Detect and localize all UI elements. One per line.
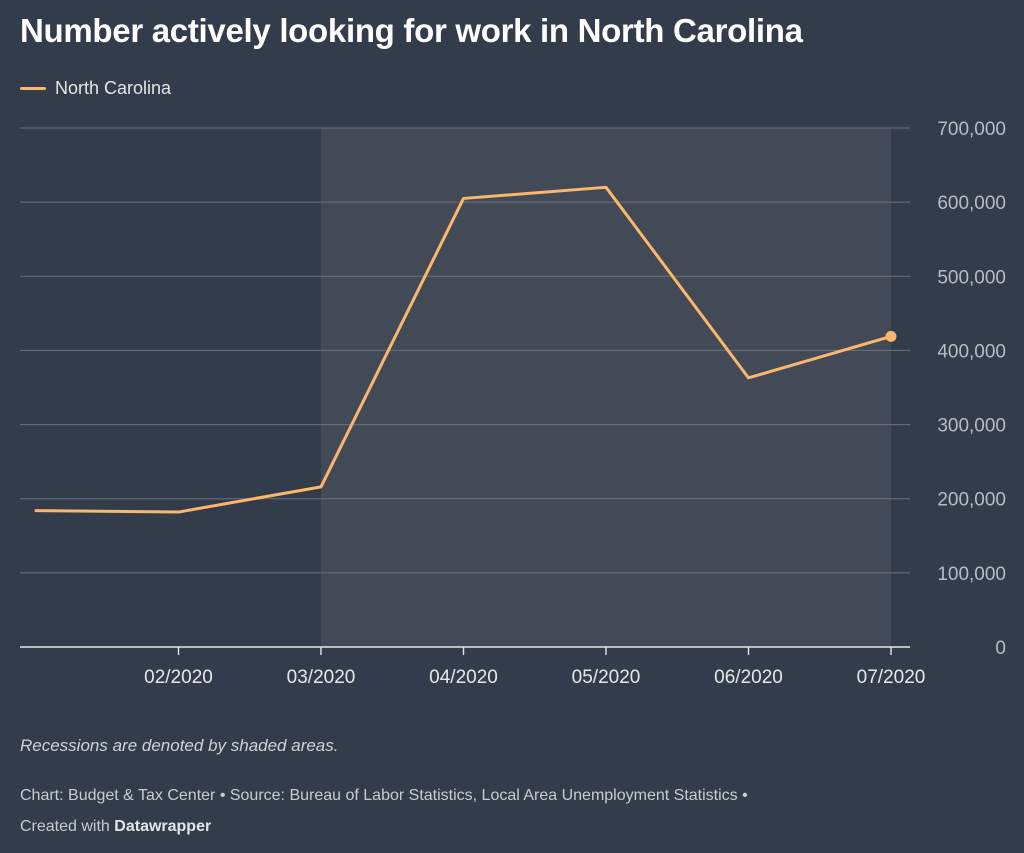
x-ticks-layer: 02/2020 03/2020 04/2020 05/2020 06/2020 07/20… bbox=[144, 647, 925, 688]
x-tick-label: 02/2020 bbox=[144, 667, 213, 688]
recession-note: Recessions are denoted by shaded areas. bbox=[20, 736, 339, 755]
y-tick-label: 500,000 bbox=[937, 267, 1006, 288]
recession-shading-layer bbox=[321, 128, 891, 647]
credit-source: Chart: Budget & Tax Center • Source: Bur… bbox=[20, 787, 748, 804]
recession-shade bbox=[321, 128, 891, 647]
legend-label: North Carolina bbox=[55, 77, 172, 98]
y-tick-label: 200,000 bbox=[937, 490, 1006, 511]
datawrapper-link[interactable]: Datawrapper bbox=[114, 818, 212, 835]
y-tick-label: 700,000 bbox=[937, 119, 1006, 140]
x-tick-label: 03/2020 bbox=[287, 667, 356, 688]
chart-title: Number actively looking for work in Nort… bbox=[20, 12, 803, 49]
y-tick-label: 600,000 bbox=[937, 193, 1006, 214]
series-end-marker bbox=[885, 330, 897, 342]
x-tick-label: 05/2020 bbox=[572, 667, 641, 688]
series-line-north-carolina bbox=[34, 185, 893, 514]
legend-swatch bbox=[20, 86, 46, 90]
y-tick-label: 0 bbox=[995, 638, 1006, 659]
credit-created: Created with bbox=[20, 818, 110, 835]
series-layer bbox=[34, 185, 897, 514]
x-tick-label: 07/2020 bbox=[857, 667, 926, 688]
gridlines-layer bbox=[20, 127, 910, 648]
credit-line: Chart: Budget & Tax Center • Source: Bur… bbox=[20, 780, 920, 842]
x-tick-label: 06/2020 bbox=[714, 667, 783, 688]
y-tick-label: 300,000 bbox=[937, 416, 1006, 437]
legend: North Carolina bbox=[20, 76, 171, 100]
y-tick-labels-layer: 0 100,000 200,000 300,000 400,000 500,000 600,… bbox=[937, 119, 1006, 659]
y-tick-label: 400,000 bbox=[937, 341, 1006, 362]
y-tick-label: 100,000 bbox=[937, 564, 1006, 585]
x-tick-label: 04/2020 bbox=[429, 667, 498, 688]
